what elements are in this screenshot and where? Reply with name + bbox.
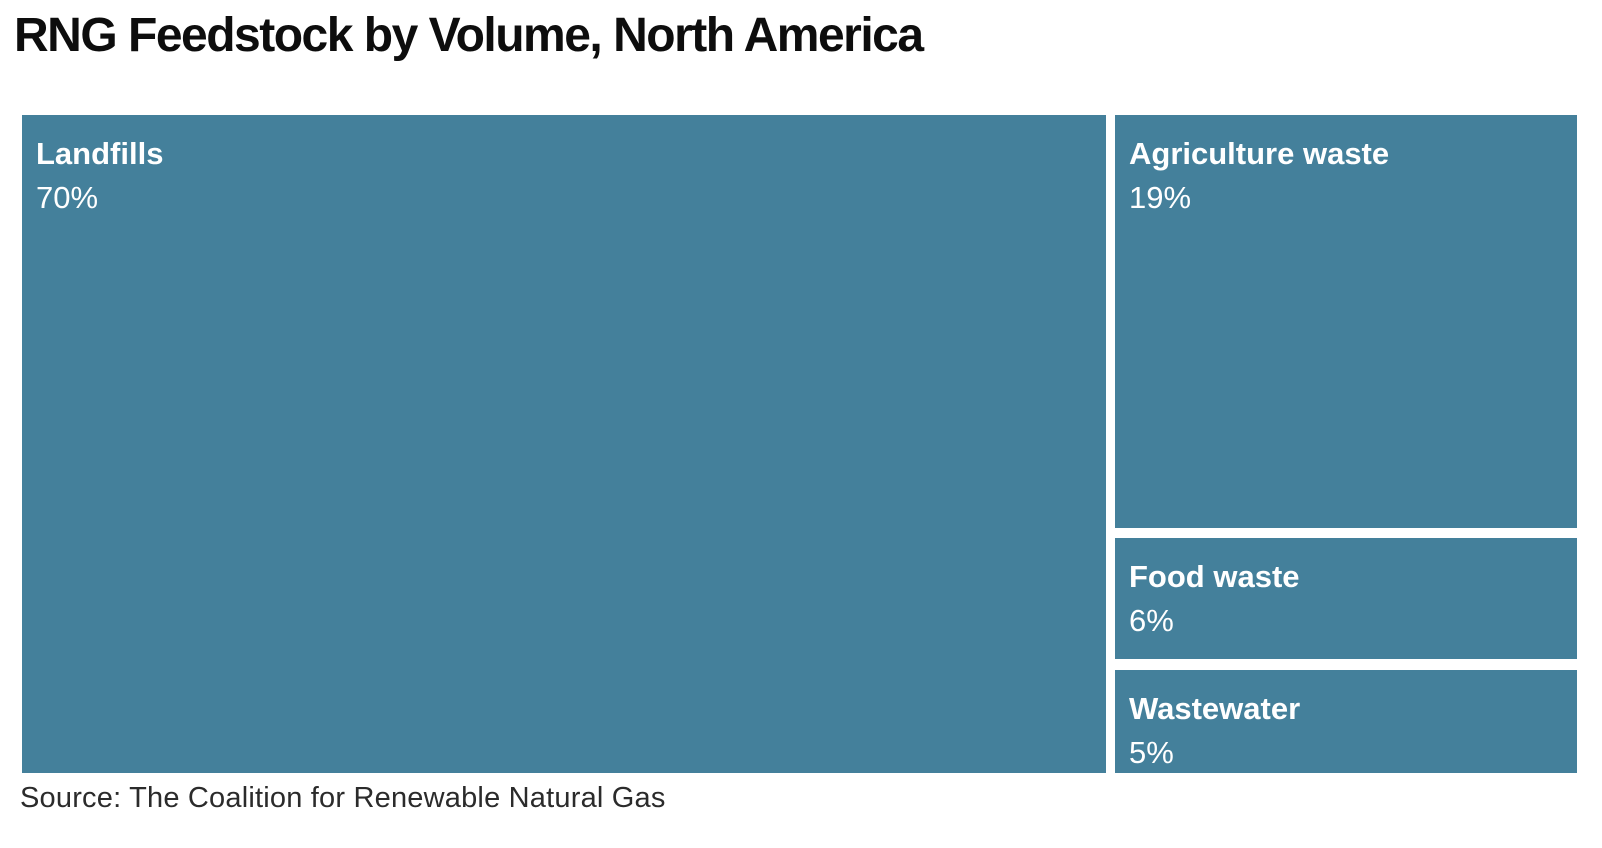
tile-label-agriculture-waste: Agriculture waste: [1129, 136, 1390, 171]
tile-value-agriculture-waste: 19%: [1129, 180, 1192, 216]
tile-label-wastewater: Wastewater: [1129, 691, 1301, 726]
treemap: Landfills 70% Agriculture waste 19% Food…: [22, 115, 1577, 773]
tile-label-landfills: Landfills: [36, 136, 164, 171]
chart-title: RNG Feedstock by Volume, North America: [14, 9, 924, 62]
tile-label-food-waste: Food waste: [1129, 559, 1300, 594]
source-note: Source: The Coalition for Renewable Natu…: [20, 782, 666, 814]
treemap-tile-food-waste: Food waste 6%: [1115, 538, 1577, 659]
treemap-tile-landfills: Landfills 70%: [22, 115, 1106, 773]
tile-value-food-waste: 6%: [1129, 603, 1174, 639]
treemap-tile-wastewater: Wastewater 5%: [1115, 670, 1577, 773]
tile-value-landfills: 70%: [36, 180, 99, 216]
treemap-tile-agriculture-waste: Agriculture waste 19%: [1115, 115, 1577, 528]
tile-value-wastewater: 5%: [1129, 735, 1174, 771]
